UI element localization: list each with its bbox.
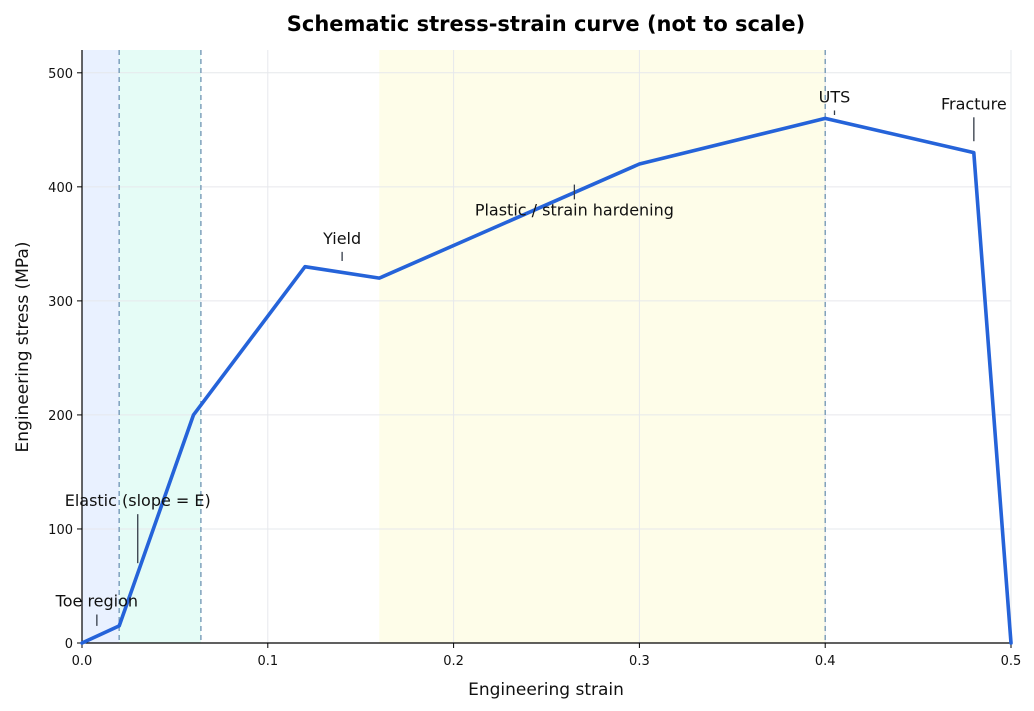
annotation-0: Toe region xyxy=(55,592,138,611)
y-tick-label-0: 0 xyxy=(65,637,73,652)
x-ticks: 0.0 0.1 0.2 0.3 0.4 0.5 xyxy=(72,643,1022,669)
x-axis-label: Engineering strain xyxy=(468,680,624,700)
y-tick-label-5: 500 xyxy=(48,67,73,82)
y-axis-label: Engineering stress (MPa) xyxy=(13,242,33,453)
annotation-5: Fracture xyxy=(941,94,1007,113)
axes xyxy=(81,50,1011,644)
y-ticks: 0 100 200 300 400 500 xyxy=(48,67,82,652)
annotation-4: UTS xyxy=(819,87,851,106)
x-tick-label-3: 0.3 xyxy=(629,654,650,669)
annotation-1: Elastic (slope = E) xyxy=(65,491,211,510)
x-tick-label-0: 0.0 xyxy=(72,654,93,669)
shaded-region-1 xyxy=(119,50,201,643)
y-tick-label-1: 100 xyxy=(48,523,73,538)
grid xyxy=(82,50,1012,643)
x-tick-label-4: 0.4 xyxy=(815,654,836,669)
chart-title: Schematic stress-strain curve (not to sc… xyxy=(287,12,805,36)
annotation-3: Plastic / strain hardening xyxy=(475,200,674,219)
x-tick-label-5: 0.5 xyxy=(1001,654,1022,669)
annotations: Toe region Elastic (slope = E) Yield Plasti… xyxy=(55,87,1007,626)
series-line xyxy=(80,116,1013,645)
y-tick-label-4: 400 xyxy=(48,181,73,196)
y-tick-label-3: 300 xyxy=(48,295,73,310)
shaded-region-0 xyxy=(82,50,120,643)
annotation-2: Yield xyxy=(322,229,361,248)
x-tick-label-1: 0.1 xyxy=(257,654,278,669)
x-tick-label-2: 0.2 xyxy=(443,654,464,669)
shaded-region-2 xyxy=(379,50,826,643)
y-tick-label-2: 200 xyxy=(48,409,73,424)
